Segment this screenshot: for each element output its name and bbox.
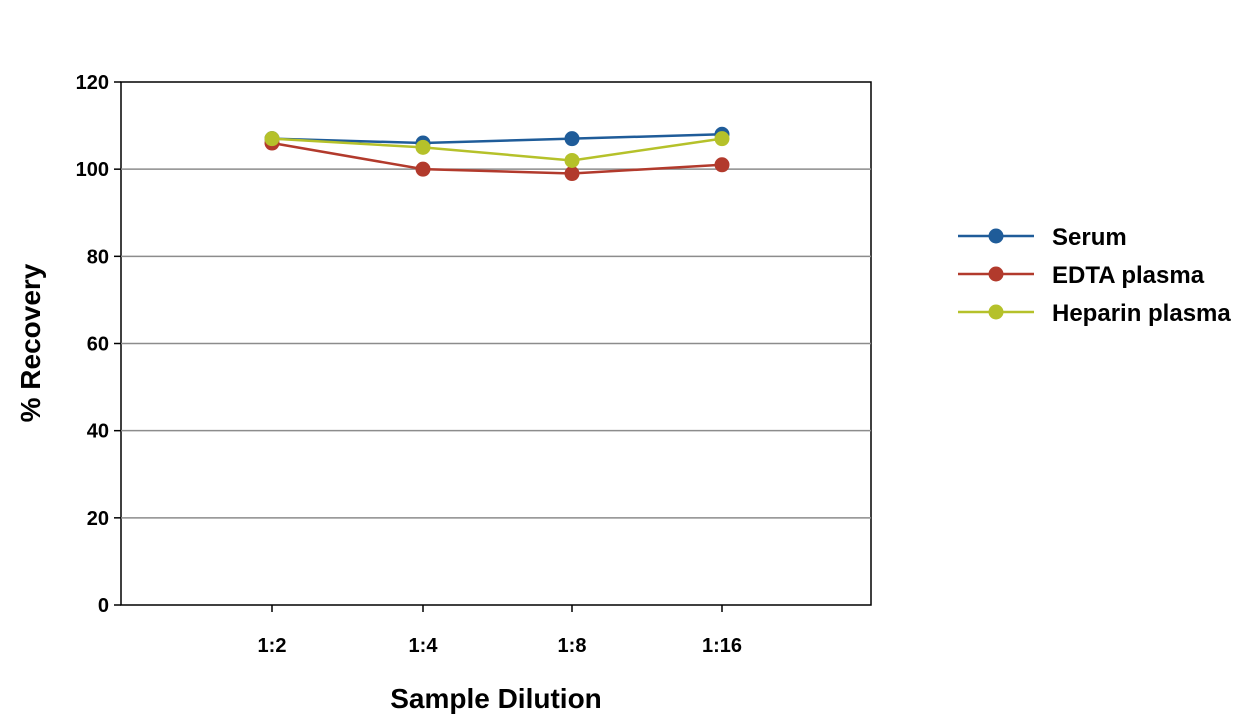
data-point: [564, 131, 580, 147]
x-tick-label: 1:2: [258, 635, 287, 657]
legend-label: Heparin plasma: [1052, 300, 1231, 327]
legend-marker: [988, 228, 1004, 244]
x-tick-label: 1:8: [558, 635, 587, 657]
x-axis-title: Sample Dilution: [390, 683, 602, 714]
y-tick-label: 0: [98, 595, 109, 617]
y-tick-label: 20: [87, 508, 109, 530]
series-heparin-plasma: [264, 131, 730, 168]
axes: 0 20 40 60 80 100 120 1:2 1:4 1:8 1:16: [76, 72, 742, 657]
data-point: [714, 131, 730, 147]
series-line: [271, 141, 723, 175]
data-point: [714, 157, 730, 173]
data-point: [264, 131, 280, 147]
gridlines: [121, 168, 871, 519]
y-tick-label: 40: [87, 421, 109, 443]
legend: Serum EDTA plasma Heparin plasma: [958, 224, 1231, 327]
series-line: [271, 133, 723, 145]
series: [264, 126, 730, 182]
legend-marker: [988, 266, 1004, 282]
legend-item: Heparin plasma: [958, 300, 1231, 327]
legend-item: EDTA plasma: [958, 262, 1205, 289]
y-tick-label: 100: [76, 159, 109, 181]
data-point: [415, 161, 431, 177]
legend-item: Serum: [958, 224, 1127, 251]
data-point: [564, 152, 580, 168]
data-point: [415, 139, 431, 155]
legend-label: Serum: [1052, 224, 1127, 251]
y-tick-label: 120: [76, 72, 109, 94]
x-tick-label: 1:16: [702, 635, 742, 657]
y-tick-label: 80: [87, 246, 109, 268]
y-axis-title: % Recovery: [15, 263, 46, 422]
legend-marker: [988, 304, 1004, 320]
x-tick-label: 1:4: [409, 635, 439, 657]
data-point: [564, 166, 580, 182]
legend-label: EDTA plasma: [1052, 262, 1205, 289]
y-tick-label: 60: [87, 334, 109, 356]
series-line: [271, 137, 723, 162]
